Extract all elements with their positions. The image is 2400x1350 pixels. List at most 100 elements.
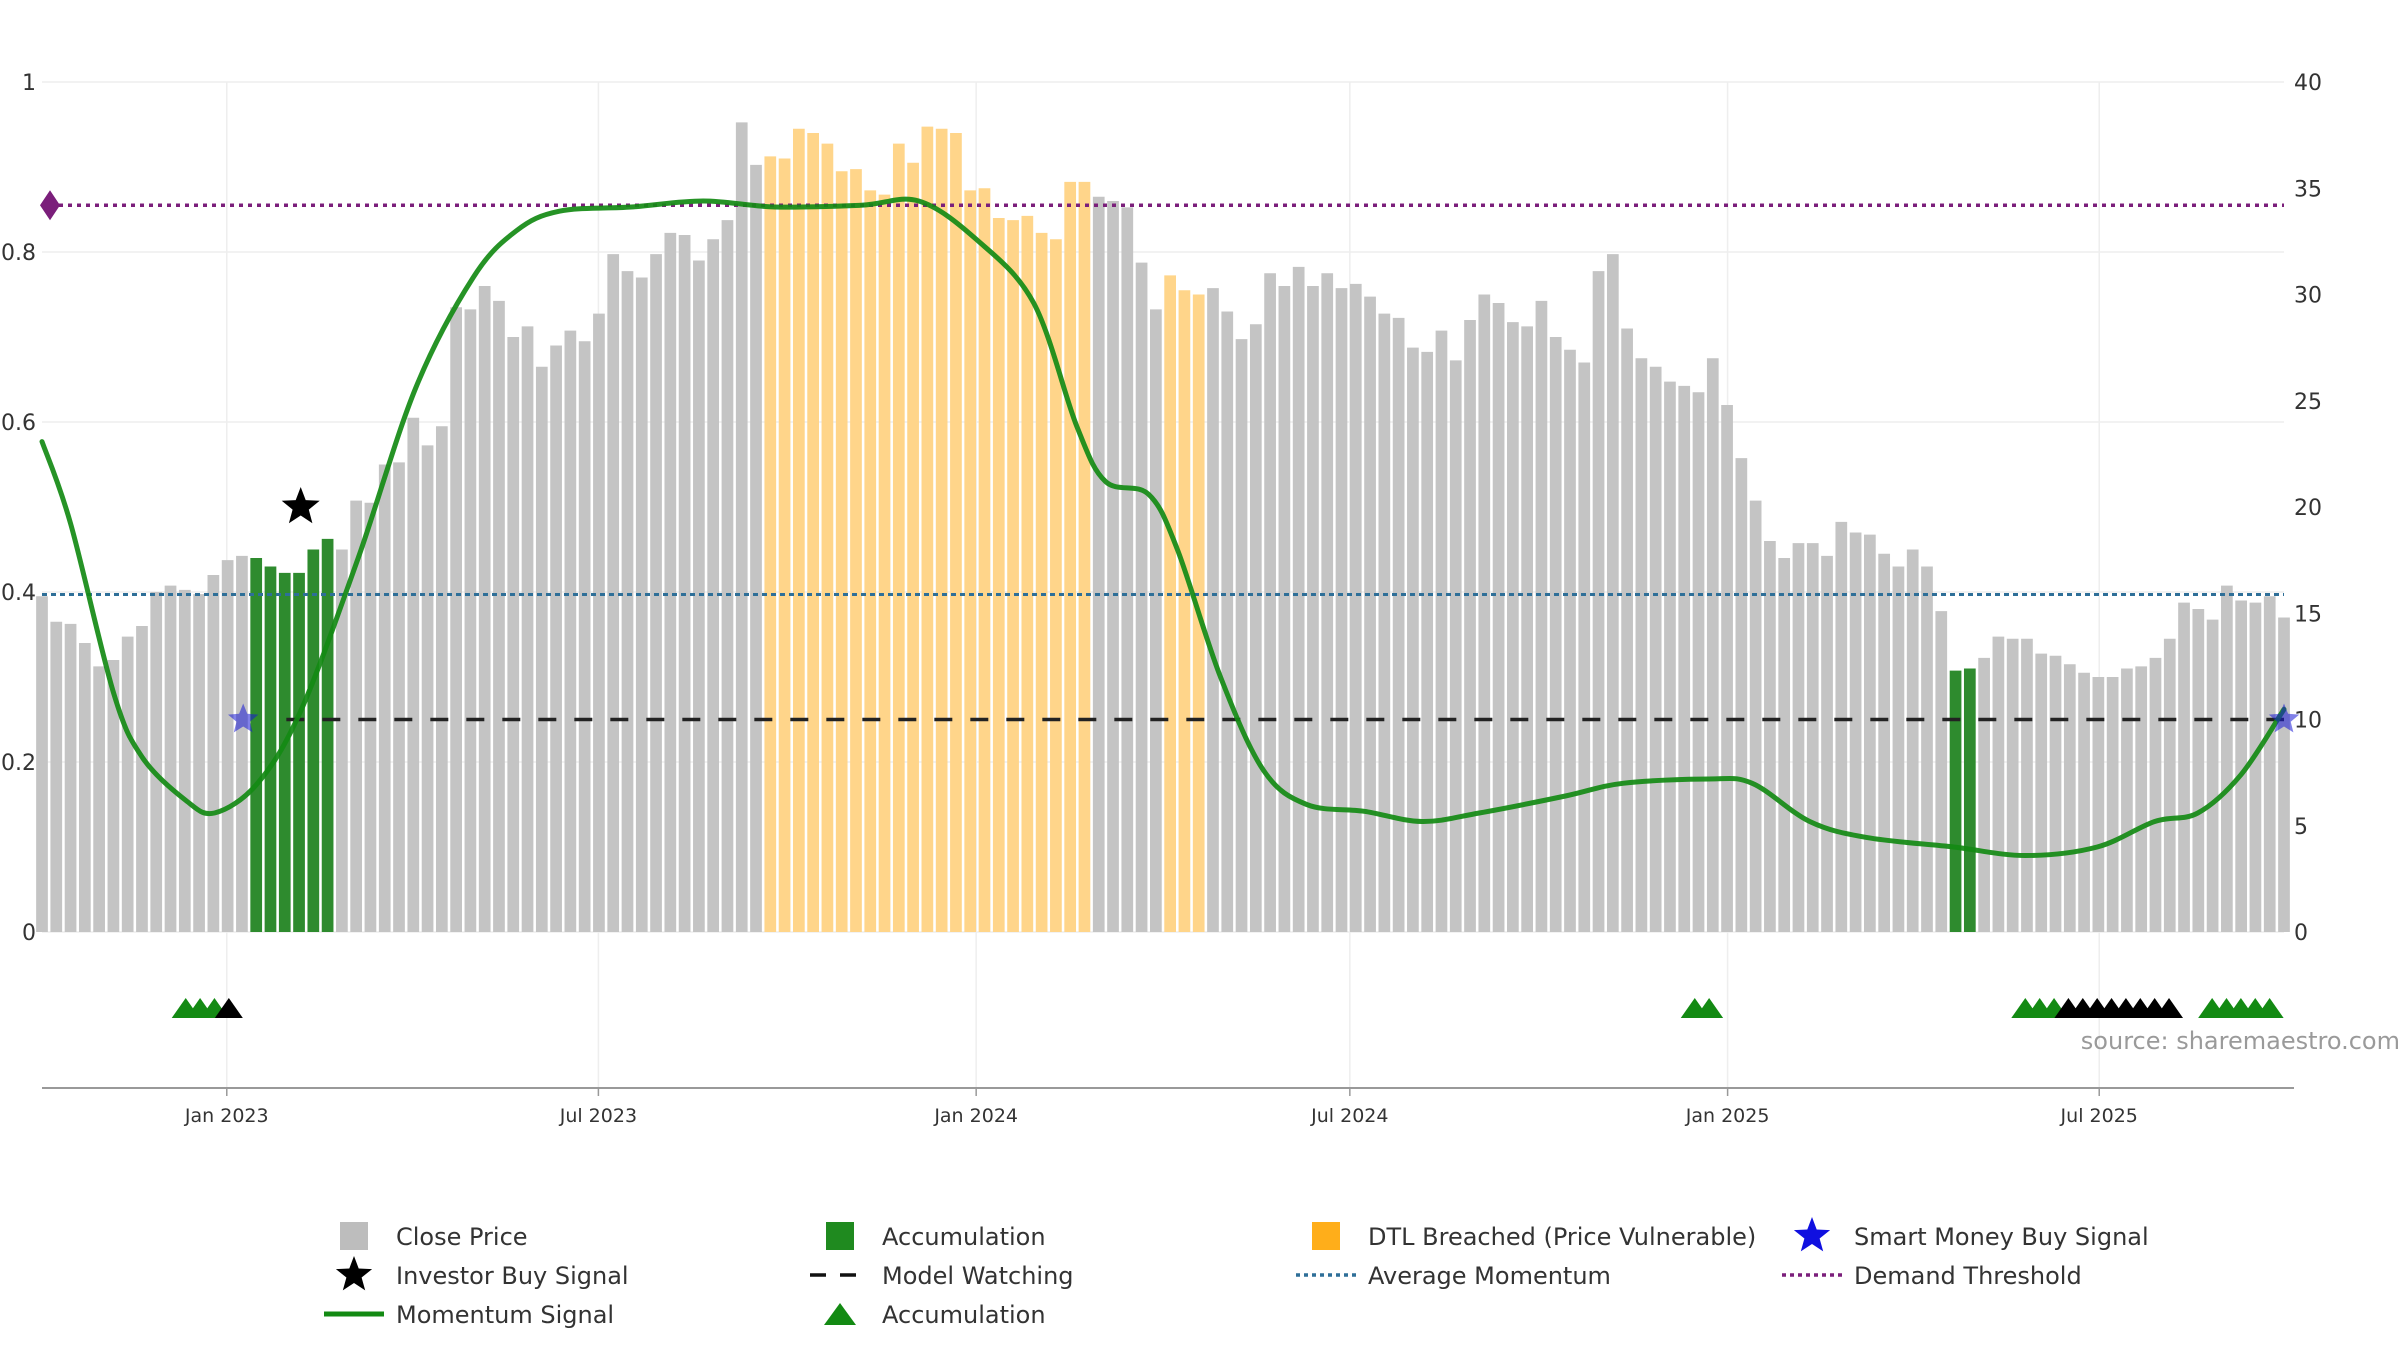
close-price-bar (1464, 320, 1476, 932)
legend-star-icon (1793, 1217, 1831, 1252)
close-price-bar (1264, 273, 1276, 932)
close-price-bar (2092, 677, 2105, 932)
close-price-bar (2121, 668, 2133, 932)
x-tick-label: Jan 2024 (933, 1105, 1018, 1127)
x-tick-label: Jan 2023 (184, 1105, 269, 1127)
accumulation-bar (250, 558, 263, 932)
close-price-bar (2163, 638, 2176, 932)
legend-label: Accumulation (882, 1301, 1046, 1329)
legend-label: Momentum Signal (396, 1301, 614, 1329)
legend-triangle-icon (824, 1303, 856, 1325)
close-price-bar (64, 623, 77, 932)
x-tick-label: Jan 2025 (1685, 1105, 1770, 1127)
dtl-breached-bar (778, 158, 791, 932)
close-price-bar (1421, 351, 1434, 932)
close-price-bar (1764, 541, 1776, 932)
close-price-bar (2178, 602, 2190, 932)
close-price-bar (93, 666, 105, 932)
x-tick-label: Jul 2025 (2060, 1105, 2138, 1127)
y-right-tick-label: 25 (2294, 390, 2322, 415)
close-price-bar (1135, 262, 1148, 932)
investor-triangle (214, 998, 243, 1018)
close-price-bar (1492, 303, 1505, 932)
gridlines (42, 81, 2284, 1088)
y-left-tick-label: 0.6 (1, 411, 36, 436)
y-left-tick-label: 0.4 (1, 581, 36, 606)
legend-label: Accumulation (882, 1223, 1046, 1251)
close-price-bar (193, 594, 205, 932)
close-price-bar (336, 549, 348, 932)
accumulation-bar (1949, 670, 1962, 932)
dtl-breached-bar (1164, 275, 1176, 932)
dtl-breached-bar (892, 143, 905, 932)
close-price-bar (1407, 347, 1419, 932)
close-price-bar (493, 300, 505, 932)
close-price-bar (1649, 366, 1662, 932)
y-right-tick-label: 35 (2294, 177, 2322, 202)
close-price-bar (2221, 585, 2233, 932)
dtl-breached-bar (1021, 215, 1034, 932)
accumulation-triangle (2255, 998, 2284, 1018)
close-price-bar (1892, 566, 1905, 932)
close-price-bar (478, 286, 491, 932)
close-price-bar (1706, 358, 1719, 932)
close-price-bar (107, 660, 120, 932)
close-price-bar (450, 307, 462, 932)
close-price-bar (1107, 201, 1119, 932)
close-price-bar (2063, 664, 2076, 932)
close-price-bar (1449, 360, 1462, 932)
dtl-breached-bar (850, 169, 862, 932)
momentum-signal-line (39, 196, 2287, 858)
close-price-bar (407, 417, 420, 932)
close-price-bar (1335, 288, 1348, 932)
close-price-bar (136, 626, 148, 932)
dtl-breached-bar (950, 133, 962, 932)
close-price-bar (1978, 657, 1990, 932)
investor-buy-star (281, 487, 320, 524)
close-price-bar (2006, 638, 2019, 932)
close-price-bar (1321, 273, 1334, 932)
legend-item: Momentum Signal (324, 1301, 614, 1329)
legend-item: Smart Money Buy Signal (1793, 1217, 2149, 1252)
close-price-bar (1921, 566, 1933, 932)
close-price-bar (1378, 313, 1391, 932)
dtl-breached-bar (878, 194, 891, 932)
legend-label: Demand Threshold (1854, 1262, 2082, 1290)
close-price-bar (1864, 534, 1876, 932)
y-right-tick-label: 10 (2294, 709, 2322, 734)
y-right-tick-label: 15 (2294, 602, 2322, 627)
dtl-breached-bar (1007, 220, 1019, 932)
dtl-breached-bar (935, 128, 948, 932)
dtl-breached-bar (835, 171, 848, 932)
accumulation-triangle (1695, 998, 1724, 1018)
dtl-breached-bar (792, 128, 805, 932)
demand-threshold-marker (40, 190, 60, 221)
legend-label: Close Price (396, 1223, 528, 1251)
close-price-bar (521, 326, 534, 932)
accumulation-bar (321, 538, 334, 932)
source-note: source: sharemaestro.com (2081, 1027, 2400, 1055)
close-price-bar (1207, 288, 1219, 932)
y-right-tick-label: 40 (2294, 71, 2322, 96)
close-price-bar (578, 341, 591, 932)
close-price-bar (2135, 666, 2148, 932)
close-price-bar (1535, 300, 1548, 932)
close-price-bar (364, 502, 377, 932)
legend-square-icon (1312, 1222, 1340, 1250)
close-price-bar (2278, 617, 2290, 932)
accumulation-bar (1963, 668, 1976, 932)
close-price-bar (635, 277, 648, 932)
close-price-bar (678, 235, 691, 932)
close-price-bar (1906, 549, 1919, 932)
close-price-bar (1435, 330, 1448, 932)
smart-money-buy-star (2268, 703, 2300, 733)
close-price-bar (2035, 653, 2048, 932)
x-tick-label: Jul 2023 (559, 1105, 637, 1127)
close-price-bar (1292, 266, 1305, 932)
y-right-tick-label: 20 (2294, 496, 2322, 521)
legend-label: Average Momentum (1368, 1262, 1611, 1290)
close-price-bar (2206, 619, 2219, 932)
close-price-bar (1578, 362, 1591, 932)
close-price-bar (378, 464, 391, 932)
